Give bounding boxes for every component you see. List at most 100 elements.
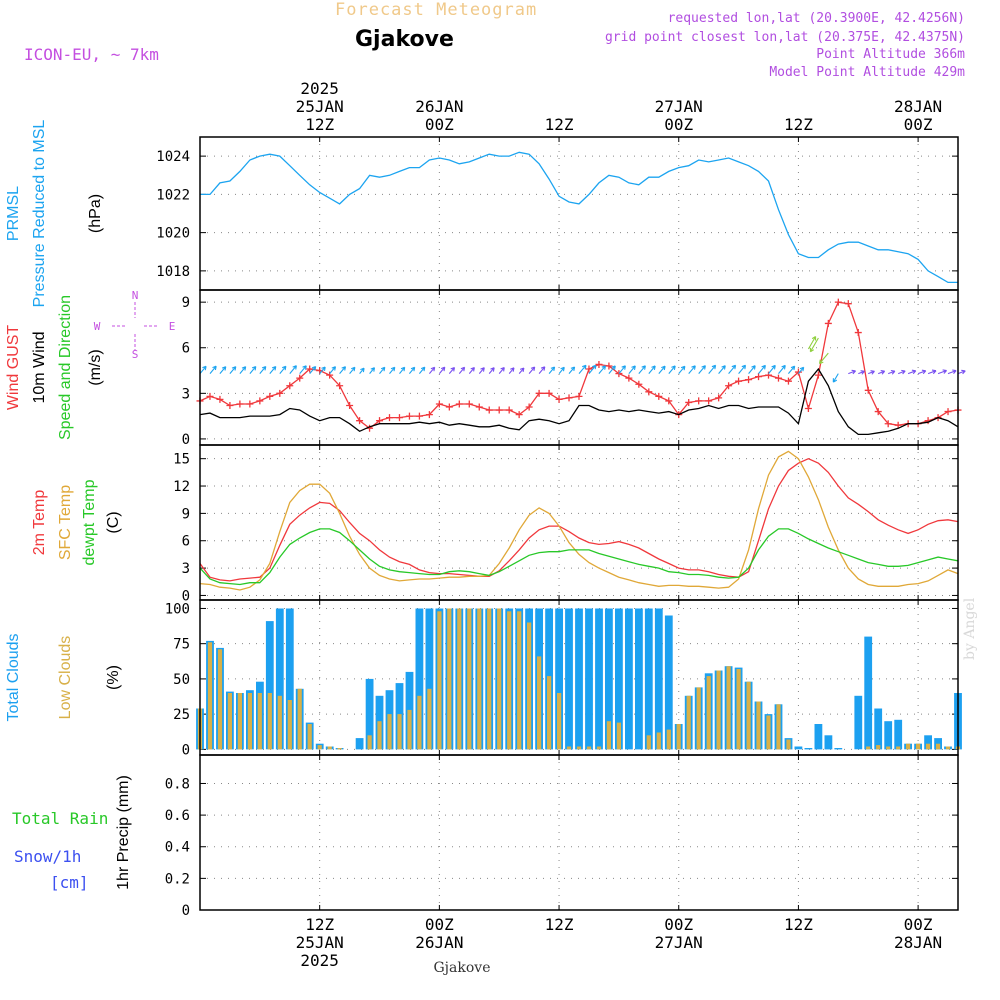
- wind-arrow: [848, 369, 857, 375]
- top-time-label: 12Z: [305, 115, 334, 134]
- cloud-bar-total_cloud: [585, 608, 593, 750]
- gust-point: [346, 401, 354, 409]
- wind-arrow: [678, 365, 686, 374]
- wind-arrow: [518, 367, 525, 374]
- cloud-bar-total_cloud: [625, 608, 633, 750]
- wind-arrow: [957, 369, 966, 375]
- cloud-bar-low_cloud: [497, 608, 502, 750]
- gust-point: [794, 368, 802, 376]
- cloud-bar-low_cloud: [477, 608, 482, 750]
- cloud-bar-total_cloud: [864, 636, 873, 750]
- y-tick-label: 0.8: [165, 776, 190, 792]
- gust-point: [884, 420, 892, 428]
- cloud-bar-low_cloud: [267, 693, 272, 750]
- axis-label-3: (m/s): [87, 349, 104, 385]
- gust-point: [455, 400, 463, 408]
- axis-label-3: (C): [105, 511, 122, 533]
- cloud-bar-low_cloud: [247, 693, 252, 750]
- wind-arrow: [608, 365, 616, 374]
- series-line-tsfc: [199, 450, 959, 591]
- cloud-bar-low_cloud: [557, 693, 562, 750]
- wind-arrow: [558, 366, 565, 374]
- wind-arrow: [628, 365, 636, 374]
- gust-point: [206, 392, 214, 400]
- wind-arrow: [888, 369, 896, 375]
- y-tick-label: 3: [182, 561, 190, 577]
- wind-arrow: [898, 369, 906, 375]
- cloud-bar-total_cloud: [555, 608, 563, 750]
- cloud-bar-total_cloud: [265, 621, 274, 750]
- wind-arrow: [408, 366, 416, 374]
- cloud-bar-low_cloud: [726, 666, 731, 750]
- cloud-bar-low_cloud: [786, 739, 791, 750]
- gust-point: [695, 397, 703, 405]
- cloud-bar-low_cloud: [696, 687, 701, 750]
- wind-arrow: [927, 369, 937, 375]
- y-tick-label: 6: [182, 534, 190, 550]
- cloud-bar-low_cloud: [586, 746, 592, 750]
- cloud-bar-total_cloud: [924, 735, 932, 750]
- panel-pressure: 1018 1020 1022 1024 PRMSL Pressure Reduced to…: [5, 120, 959, 307]
- wind-arrow: [858, 370, 865, 375]
- axis-label-1: 10m Wind: [31, 331, 48, 403]
- cloud-bar-low_cloud: [916, 743, 921, 750]
- gust-point: [485, 406, 493, 414]
- wind-arrow: [868, 370, 875, 375]
- chart-title: Forecast Meteogram: [335, 0, 538, 20]
- gust-point: [645, 388, 653, 396]
- gust-point: [376, 417, 384, 425]
- gust-point: [575, 392, 583, 400]
- cloud-bar-total_cloud: [415, 608, 424, 750]
- y-tick-label: 9: [182, 295, 190, 311]
- wind-arrow: [428, 366, 436, 374]
- wind-arrow: [668, 365, 676, 374]
- cloud-bar-low_cloud: [467, 608, 472, 750]
- gust-point: [286, 382, 294, 390]
- y-tick-label: 0: [182, 432, 190, 448]
- wind-arrow: [598, 365, 607, 374]
- y-tick-label: 25: [173, 707, 190, 723]
- cloud-bar-low_cloud: [576, 746, 582, 750]
- wind-arrow: [907, 369, 917, 375]
- panel-precip: 0 0.2 0.4 0.6 0.8 Total Rain Snow/1h [cm] 1hr Pr…: [12, 754, 959, 919]
- panel-temperature: 0 3 6 9 12 15 2m Temp SFC Temp dewpt Temp (C): [31, 444, 959, 604]
- gust-point: [276, 389, 284, 397]
- wind-arrow: [728, 364, 737, 374]
- cloud-bar-low_cloud: [646, 735, 651, 750]
- wind-arrow: [738, 364, 747, 374]
- compass-rose: N S W E: [94, 289, 176, 361]
- gust-point: [715, 394, 723, 402]
- requested-coordinates: requested lon,lat (20.3900E, 42.4256N): [667, 11, 965, 26]
- axis-label-2: (hPa): [87, 194, 104, 233]
- wind-arrow: [418, 366, 426, 374]
- top-time-label: 12Z: [784, 115, 813, 134]
- y-tick-label: 1020: [156, 226, 190, 242]
- wind-arrow: [947, 369, 957, 375]
- top-time-label: 12Z: [545, 115, 574, 134]
- wind-arrow: [249, 365, 257, 374]
- gust-point: [405, 412, 413, 420]
- cloud-bar-total_cloud: [285, 608, 294, 750]
- wind-arrow: [618, 365, 626, 374]
- cloud-bar-low_cloud: [756, 701, 761, 750]
- wind-arrow: [818, 352, 829, 365]
- gust-point: [894, 421, 902, 429]
- cloud-bar-low_cloud: [656, 732, 661, 750]
- gust-point: [864, 386, 872, 394]
- panel-clouds: 0 25 50 75 100 Total Clouds Low Clouds (%): [5, 599, 962, 758]
- wind-arrow: [768, 364, 776, 374]
- axis-label-3: 1hr Precip (mm): [115, 775, 132, 890]
- cloud-bar-low_cloud: [676, 724, 681, 750]
- wind-arrow: [199, 365, 207, 374]
- gust-point: [535, 389, 543, 397]
- wind-arrow: [259, 365, 267, 374]
- axis-label-0: 2m Temp: [31, 490, 48, 556]
- gust-point: [555, 395, 563, 403]
- wind-arrow: [658, 365, 666, 374]
- gust-point: [545, 389, 553, 397]
- wind-arrow: [797, 366, 805, 374]
- y-tick-label: 75: [173, 637, 190, 653]
- y-tick-label: 12: [173, 479, 190, 495]
- y-tick-label: 1022: [156, 187, 190, 203]
- cloud-bar-total_cloud: [804, 748, 813, 750]
